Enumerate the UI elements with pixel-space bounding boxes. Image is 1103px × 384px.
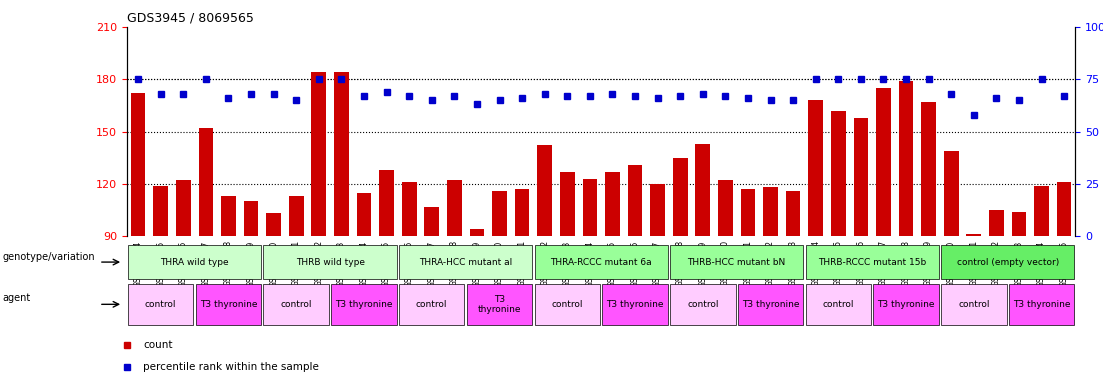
Text: GDS3945 / 8069565: GDS3945 / 8069565 [127,11,254,24]
Text: THRB-RCCC mutant 15b: THRB-RCCC mutant 15b [818,258,927,266]
Bar [738,283,803,325]
Text: control: control [144,300,176,309]
Bar [1057,182,1071,236]
Text: T3 thyronine: T3 thyronine [607,300,664,309]
Bar [740,189,756,236]
Text: T3 thyronine: T3 thyronine [742,300,800,309]
Bar [899,81,913,236]
Bar [560,172,575,236]
Bar [535,245,667,279]
Text: control (empty vector): control (empty vector) [956,258,1059,266]
Bar [199,128,213,236]
Bar [831,111,846,236]
Bar [537,146,552,236]
Text: THRB-HCC mutant bN: THRB-HCC mutant bN [687,258,785,266]
Bar [334,72,349,236]
Bar [785,191,801,236]
Bar [399,283,464,325]
Bar [602,283,667,325]
Text: THRA-HCC mutant al: THRA-HCC mutant al [419,258,512,266]
Text: control: control [687,300,718,309]
Bar [264,245,397,279]
Bar [874,283,939,325]
Bar [289,196,303,236]
Bar [941,283,1007,325]
Bar [966,234,982,236]
Bar [673,158,687,236]
Text: T3 thyronine: T3 thyronine [1013,300,1070,309]
Text: T3 thyronine: T3 thyronine [200,300,257,309]
Bar [941,245,1074,279]
Bar [1035,185,1049,236]
Bar [399,245,533,279]
Bar [264,283,329,325]
Bar [944,151,959,236]
Bar [1009,283,1074,325]
Bar [854,118,868,236]
Bar [131,93,146,236]
Text: T3 thyronine: T3 thyronine [877,300,934,309]
Bar [331,283,397,325]
Bar [401,182,417,236]
Text: percentile rank within the sample: percentile rank within the sample [143,362,319,372]
Bar [447,180,462,236]
Text: count: count [143,339,173,349]
Text: control: control [280,300,312,309]
Bar [582,179,597,236]
Text: THRA wild type: THRA wild type [160,258,229,266]
Bar [153,185,168,236]
Bar [311,72,326,236]
Bar [921,102,936,236]
Bar [467,283,533,325]
Text: T3 thyronine: T3 thyronine [335,300,393,309]
Bar [221,196,236,236]
Bar [244,201,258,236]
Bar [470,229,484,236]
Bar [176,180,191,236]
Bar [670,283,736,325]
Text: control: control [823,300,854,309]
Bar [651,184,665,236]
Text: control: control [416,300,448,309]
Text: control: control [552,300,583,309]
Bar [266,214,281,236]
Bar [515,189,529,236]
Bar [989,210,1004,236]
Bar [492,191,507,236]
Text: genotype/variation: genotype/variation [2,252,95,262]
Bar [356,192,372,236]
Bar [763,187,778,236]
Bar [808,100,823,236]
Bar [425,207,439,236]
Bar [718,180,732,236]
Bar [670,245,803,279]
Bar [695,144,710,236]
Text: THRA-RCCC mutant 6a: THRA-RCCC mutant 6a [550,258,652,266]
Bar [535,283,600,325]
Bar [1011,212,1026,236]
Bar [195,283,261,325]
Bar [606,172,620,236]
Bar [628,165,642,236]
Text: T3
thyronine: T3 thyronine [478,295,522,314]
Bar [379,170,394,236]
Bar [876,88,891,236]
Bar [805,283,871,325]
Bar [805,245,939,279]
Text: control: control [959,300,989,309]
Bar [128,245,261,279]
Bar [128,283,193,325]
Text: THRB wild type: THRB wild type [296,258,365,266]
Text: agent: agent [2,293,31,303]
